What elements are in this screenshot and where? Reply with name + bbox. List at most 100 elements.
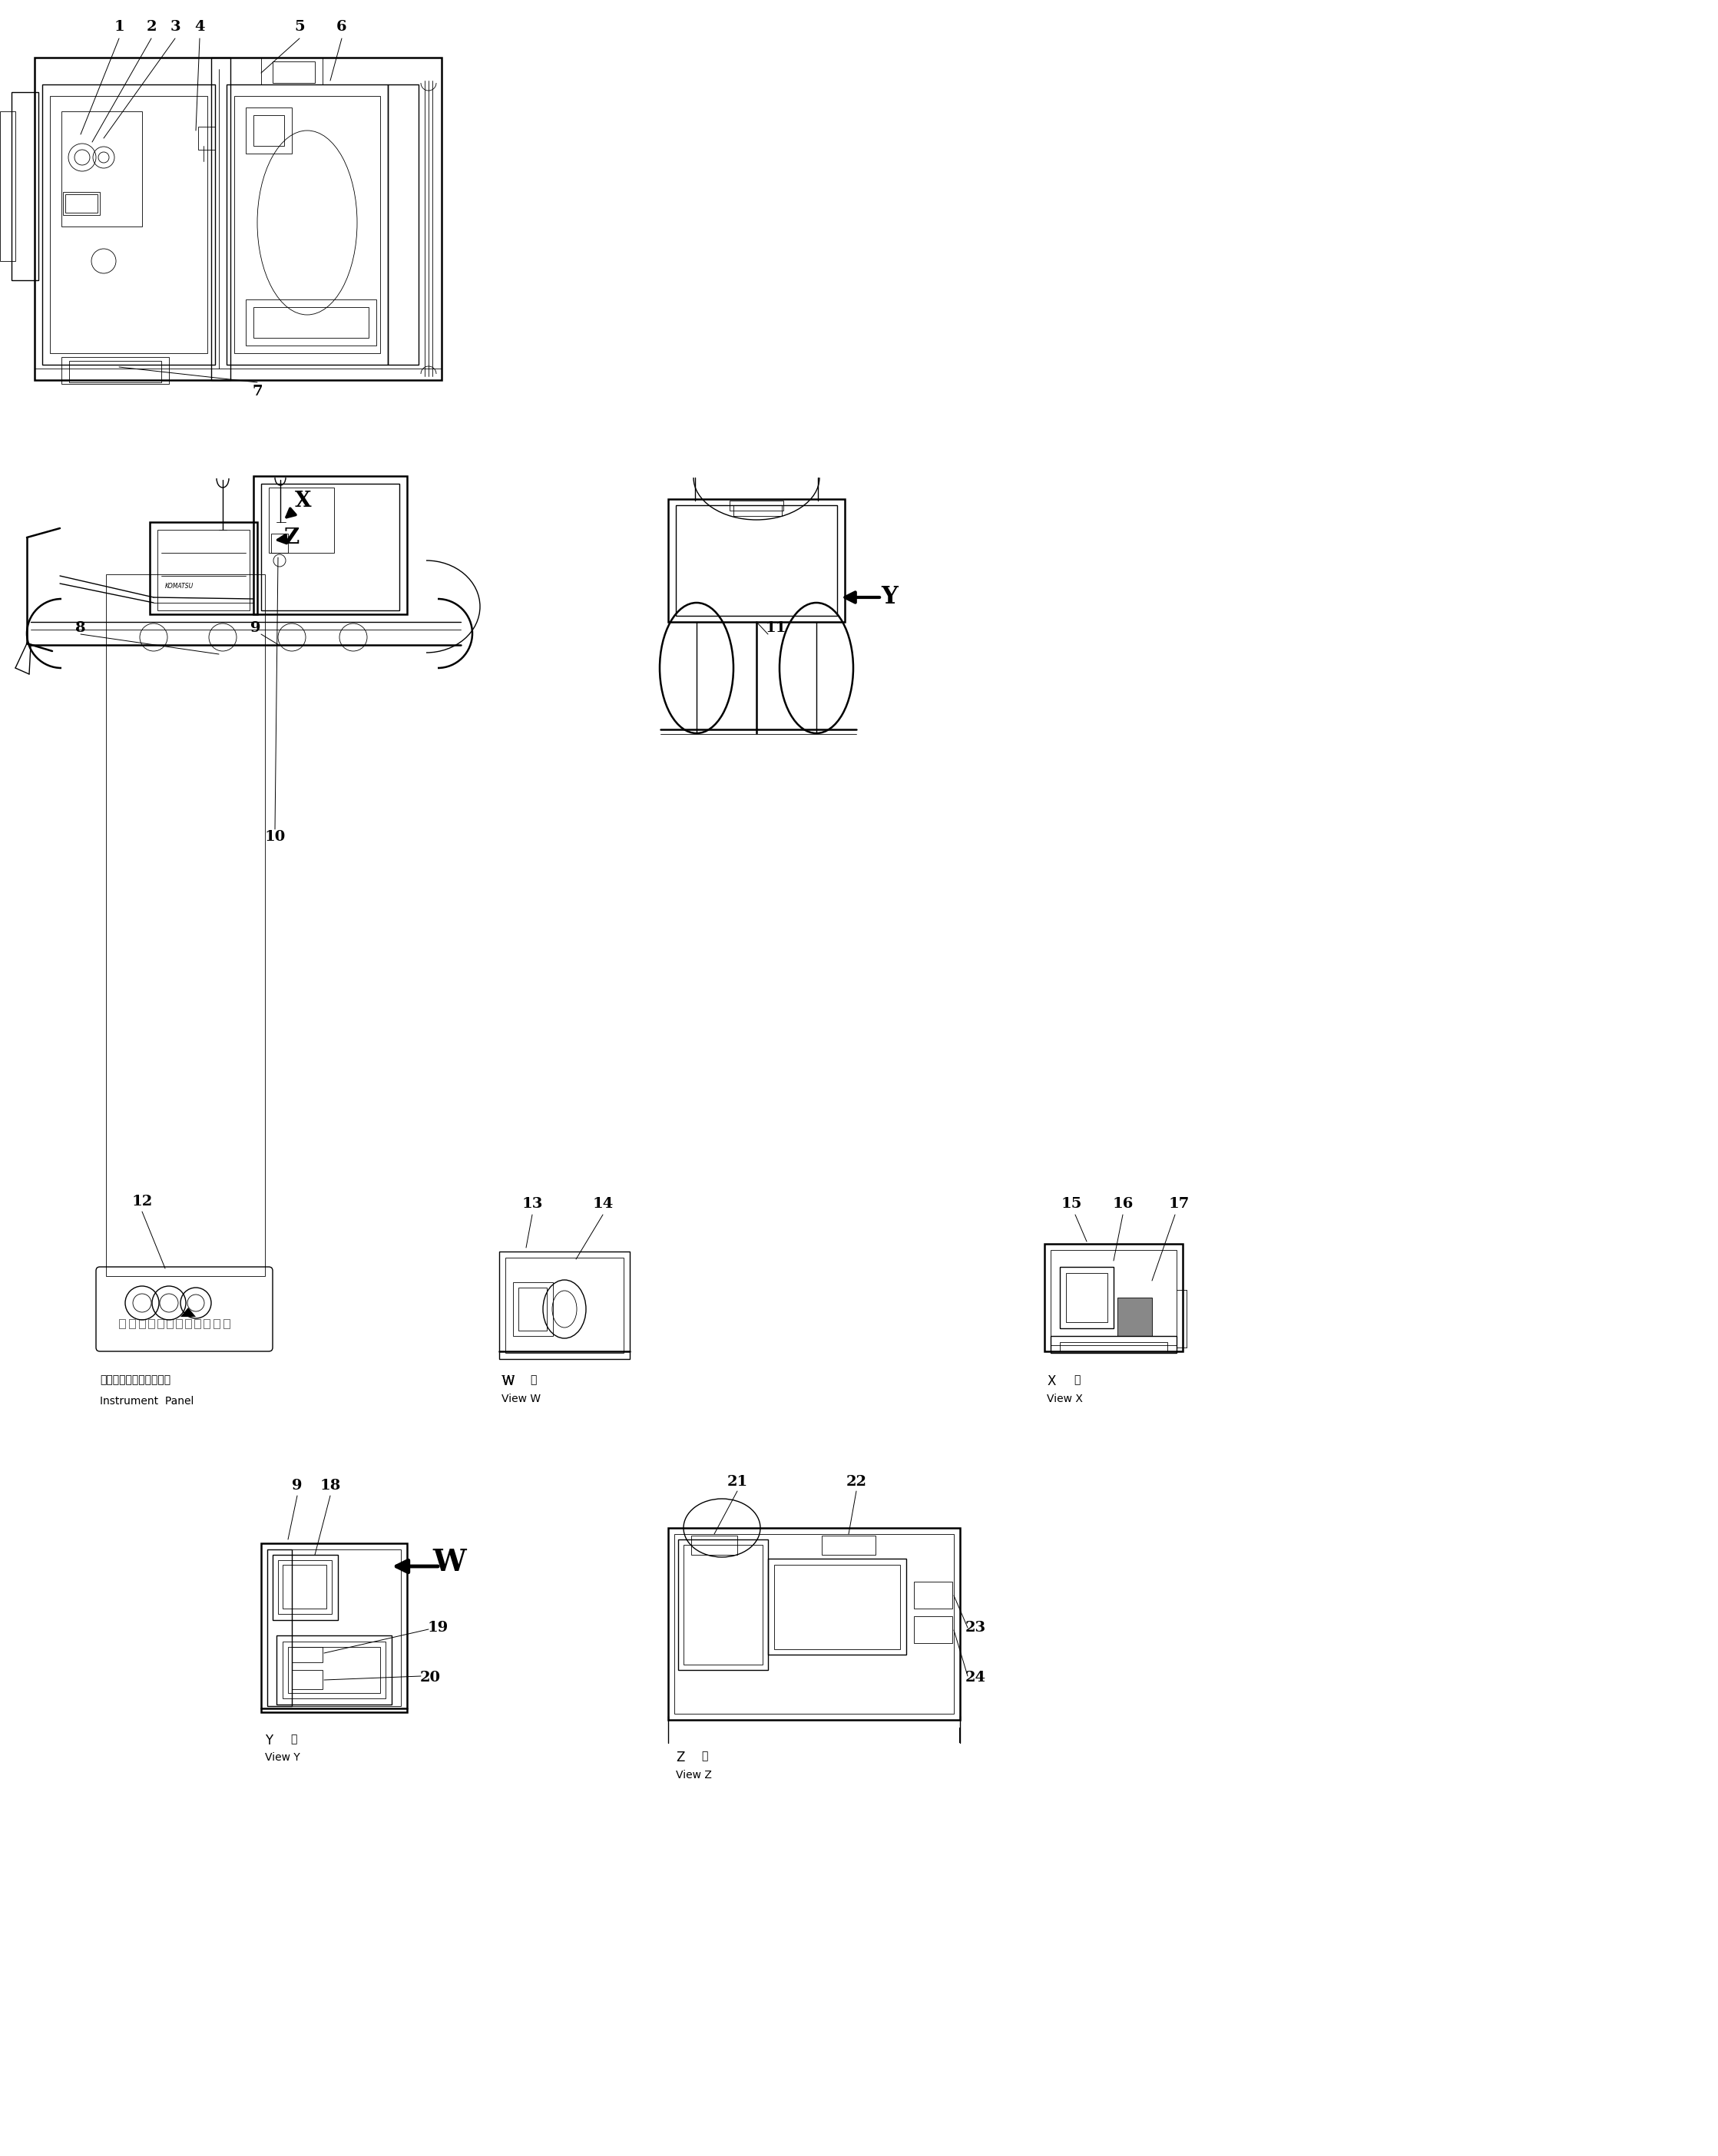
Bar: [43, 84, 215, 364]
Bar: [730, 500, 783, 511]
Text: View Z: View Z: [675, 1770, 711, 1781]
Text: 23: 23: [966, 1621, 986, 1634]
Bar: [246, 108, 292, 153]
Bar: [254, 114, 283, 147]
Text: 14: 14: [593, 1197, 613, 1212]
Bar: [914, 1617, 952, 1643]
Text: 9: 9: [251, 621, 261, 636]
Text: 10: 10: [265, 830, 285, 843]
Bar: [107, 573, 265, 1276]
Text: 20: 20: [419, 1671, 440, 1684]
Text: Instrument  Panel: Instrument Panel: [100, 1395, 194, 1406]
Bar: [1051, 1337, 1177, 1352]
Bar: [684, 1546, 763, 1664]
Text: 21: 21: [727, 1475, 747, 1490]
Bar: [158, 1319, 163, 1328]
Text: 4: 4: [194, 19, 204, 34]
Text: 1: 1: [113, 19, 124, 34]
Bar: [519, 1287, 546, 1330]
Text: 16: 16: [1112, 1197, 1134, 1212]
Text: 視: 視: [290, 1733, 297, 1744]
Bar: [158, 530, 249, 610]
Bar: [254, 476, 407, 614]
Bar: [246, 300, 376, 345]
Bar: [914, 1583, 952, 1608]
Bar: [1051, 1250, 1177, 1345]
Bar: [149, 522, 258, 614]
Text: 視: 視: [701, 1751, 708, 1761]
Bar: [12, 93, 38, 280]
Bar: [194, 1319, 201, 1328]
Bar: [1065, 1272, 1108, 1322]
Bar: [211, 58, 230, 379]
Bar: [292, 1647, 323, 1662]
Text: 24: 24: [966, 1671, 986, 1684]
Bar: [148, 1319, 155, 1328]
Bar: [227, 84, 388, 364]
Bar: [0, 112, 15, 261]
Text: 12: 12: [132, 1194, 153, 1210]
Bar: [139, 1319, 144, 1328]
Bar: [1060, 1268, 1113, 1328]
Text: 22: 22: [845, 1475, 866, 1490]
Text: W: W: [502, 1373, 515, 1388]
Bar: [268, 1550, 292, 1705]
Bar: [675, 505, 837, 617]
Text: View W: View W: [502, 1393, 541, 1404]
Text: 視: 視: [529, 1373, 536, 1384]
Bar: [261, 58, 323, 84]
Bar: [768, 1559, 905, 1654]
Text: X: X: [1046, 1373, 1055, 1388]
Bar: [167, 1319, 174, 1328]
Polygon shape: [180, 1307, 196, 1317]
Text: 17: 17: [1168, 1197, 1189, 1212]
Text: 19: 19: [428, 1621, 448, 1634]
Text: 18: 18: [320, 1479, 340, 1492]
Bar: [388, 84, 419, 364]
Text: 5: 5: [294, 19, 304, 34]
Bar: [175, 1319, 182, 1328]
Bar: [203, 1319, 210, 1328]
Bar: [1060, 1343, 1167, 1352]
Text: View Y: View Y: [265, 1753, 301, 1764]
Bar: [268, 1550, 400, 1705]
Bar: [505, 1257, 624, 1352]
Text: 9: 9: [292, 1479, 302, 1492]
Bar: [119, 1319, 125, 1328]
Bar: [514, 1283, 553, 1337]
Text: 3: 3: [170, 19, 180, 34]
Bar: [254, 306, 369, 338]
Bar: [62, 112, 143, 226]
Text: Y: Y: [265, 1733, 273, 1749]
Bar: [261, 483, 399, 610]
Text: Z: Z: [675, 1751, 684, 1764]
Bar: [234, 97, 380, 354]
Bar: [198, 127, 215, 149]
Bar: [1045, 1244, 1182, 1352]
Bar: [283, 1641, 385, 1699]
Text: 視: 視: [1074, 1373, 1081, 1384]
Bar: [271, 535, 289, 552]
Text: KOMATSU: KOMATSU: [165, 582, 194, 589]
Bar: [273, 60, 314, 82]
Bar: [668, 498, 845, 621]
Bar: [278, 1561, 332, 1615]
Text: 6: 6: [337, 19, 347, 34]
Bar: [261, 1544, 407, 1712]
Bar: [213, 1319, 220, 1328]
Text: W: W: [502, 1373, 514, 1388]
Bar: [500, 1250, 631, 1358]
Bar: [775, 1565, 900, 1649]
Text: 13: 13: [522, 1197, 543, 1212]
Bar: [186, 1319, 191, 1328]
Bar: [283, 1565, 326, 1608]
Text: View X: View X: [1046, 1393, 1082, 1404]
Bar: [50, 97, 208, 354]
Text: 15: 15: [1060, 1197, 1082, 1212]
Text: X: X: [295, 489, 311, 511]
Text: Y: Y: [881, 586, 899, 610]
Bar: [679, 1539, 768, 1671]
Text: 7: 7: [253, 384, 263, 399]
Bar: [34, 58, 442, 379]
Text: 8: 8: [76, 621, 86, 636]
